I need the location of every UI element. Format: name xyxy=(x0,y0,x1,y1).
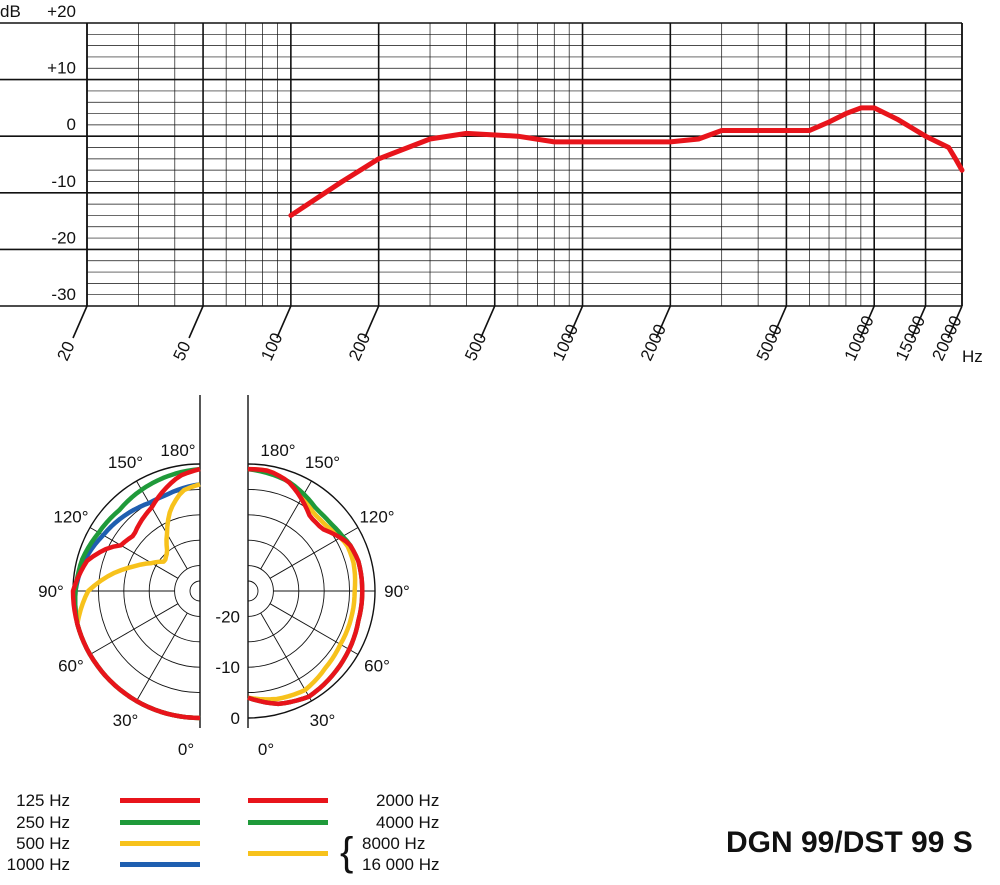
fr-x-tick-label: 100 xyxy=(257,330,286,364)
legend: 125 Hz 250 Hz 500 Hz 1000 Hz 2000 Hz 4000 Hz 8… xyxy=(0,790,1000,885)
fr-x-tick-label: 2000 xyxy=(637,321,670,363)
polar-angle-label-left: 60° xyxy=(58,657,84,676)
legend-swatch-right xyxy=(248,851,328,856)
polar-angle-label-left: 90° xyxy=(38,582,64,601)
fr-y-axis-label: dB xyxy=(0,2,21,21)
legend-label-right: 2000 Hz xyxy=(376,791,440,810)
polar-left-half xyxy=(70,395,201,728)
fr-x-tick-mark xyxy=(188,305,204,339)
legend-swatch-right xyxy=(248,798,328,803)
polar-radial-label: 0 xyxy=(231,709,240,728)
polar-center xyxy=(247,580,259,602)
legend-swatch-left xyxy=(120,841,200,846)
fr-x-tick-mark xyxy=(479,305,496,339)
fr-x-tick-label: 5000 xyxy=(753,321,786,363)
polar-spoke xyxy=(269,603,359,655)
legend-swatch-left xyxy=(120,798,200,803)
polar-ring xyxy=(247,565,274,617)
polar-spoke xyxy=(136,612,188,702)
legend-swatch-left xyxy=(120,862,200,867)
fr-x-axis-label: Hz xyxy=(962,347,983,366)
legend-brace: { xyxy=(340,830,354,874)
polar-angle-label-right: 60° xyxy=(364,657,390,676)
polar-radial-label: -20 xyxy=(215,607,240,626)
polar-angle-label-right: 120° xyxy=(359,508,394,527)
polar-ring xyxy=(174,565,201,617)
polar-right-half xyxy=(247,395,376,728)
polar-angle-label-right: 150° xyxy=(305,453,340,472)
model-name: DGN 99/DST 99 S xyxy=(726,826,973,859)
polar-angle-label-left: 180° xyxy=(160,441,195,460)
polar-series-1000-hz xyxy=(72,482,201,721)
polar-spoke xyxy=(136,480,188,570)
fr-x-tick-label: 20000 xyxy=(928,313,965,364)
fr-x-tick-label: 1000 xyxy=(549,321,582,363)
fr-y-tick-label: 0 xyxy=(67,115,76,134)
fr-y-tick-label: +20 xyxy=(47,2,76,21)
fr-x-tick-label: 200 xyxy=(345,330,374,364)
polar-angle-label-left: 0° xyxy=(178,740,194,759)
fr-grid xyxy=(0,22,963,339)
fr-y-tick-label: -20 xyxy=(51,228,76,247)
polar-angle-label-left: 120° xyxy=(53,508,88,527)
polar-spoke xyxy=(89,603,179,655)
fr-x-tick-mark xyxy=(947,305,963,339)
frequency-response-chart: +20 +10 0 -10 -20 -30 20 50 100 200 500 1000 2000 50… xyxy=(0,2,983,366)
polar-angle-label-right: 0° xyxy=(258,740,274,759)
fr-x-tick-mark xyxy=(567,305,584,339)
legend-label-left: 500 Hz xyxy=(16,834,70,853)
fr-y-tick-label: -30 xyxy=(51,285,76,304)
fr-x-tick-label: 15000 xyxy=(892,313,929,364)
fr-x-tick-mark xyxy=(655,305,672,339)
fr-x-tick-labels: 20 50 100 200 500 1000 2000 5000 10000 15000 20000 xyxy=(53,313,965,364)
polar-series-8000-hz-16000-hz xyxy=(247,466,358,702)
polar-spoke xyxy=(269,527,359,579)
fr-x-tick-mark xyxy=(859,305,875,339)
legend-swatch-left xyxy=(120,820,200,825)
legend-label-right: 16 000 Hz xyxy=(362,855,440,874)
legend-swatch-right xyxy=(248,820,328,825)
fr-x-tick-label: 50 xyxy=(169,339,194,364)
fr-x-tick-mark xyxy=(72,305,88,339)
fr-x-tick-mark xyxy=(363,305,380,339)
polar-spoke xyxy=(260,612,312,702)
polar-radial-label: -10 xyxy=(215,658,240,677)
fr-x-tick-mark xyxy=(276,305,292,339)
polar-labels: 180° 180° 150° 150° 120° 120° 90° 90° 60° 60° 30° 3… xyxy=(38,441,410,759)
legend-label-right: 8000 Hz xyxy=(362,834,426,853)
polar-angle-label-right: 90° xyxy=(384,582,410,601)
polar-series-125-hz xyxy=(70,466,201,721)
polar-angle-label-right: 30° xyxy=(310,711,336,730)
polar-angle-label-left: 30° xyxy=(113,711,139,730)
legend-label-right: 4000 Hz xyxy=(376,813,440,832)
fr-x-tick-mark xyxy=(771,305,788,339)
polar-center xyxy=(189,580,201,602)
polar-angle-label-left: 150° xyxy=(108,453,143,472)
polar-series-2000-hz xyxy=(247,466,365,707)
fr-x-tick-label: 20 xyxy=(53,339,78,364)
legend-label-left: 250 Hz xyxy=(16,813,70,832)
polar-angle-label-right: 180° xyxy=(260,441,295,460)
fr-x-tick-label: 500 xyxy=(461,330,490,364)
legend-label-left: 1000 Hz xyxy=(6,855,70,874)
fr-y-tick-label: +10 xyxy=(47,59,76,78)
fr-y-tick-label: -10 xyxy=(51,172,76,191)
legend-label-left: 125 Hz xyxy=(16,791,70,810)
fr-x-tick-label: 10000 xyxy=(841,313,878,364)
fr-y-tick-labels: +20 +10 0 -10 -20 -30 xyxy=(47,2,76,304)
fr-series-line xyxy=(288,105,965,218)
fr-x-tick-mark xyxy=(910,305,927,339)
polar-pattern-chart: 180° 180° 150° 150° 120° 120° 90° 90° 60° 60° 30° 3… xyxy=(38,395,410,759)
